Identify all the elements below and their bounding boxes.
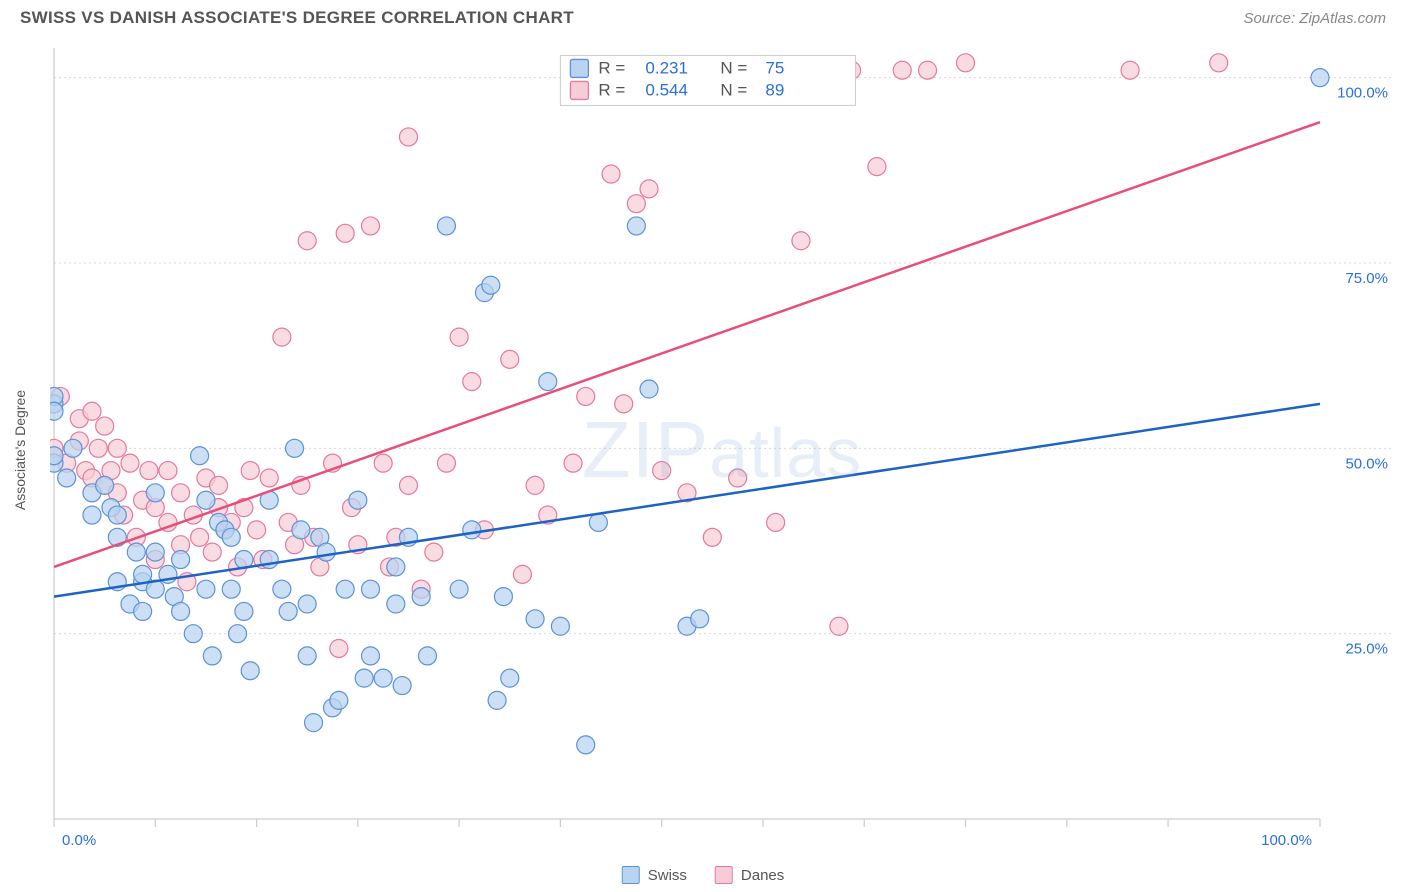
svg-text:R =: R = [598, 58, 625, 77]
legend-bottom: Swiss Danes [622, 866, 785, 884]
svg-text:75: 75 [765, 58, 784, 77]
legend-item-swiss: Swiss [622, 866, 687, 884]
svg-text:100.0%: 100.0% [1337, 85, 1388, 102]
source-label: Source: ZipAtlas.com [1243, 10, 1386, 27]
chart-container: Associate's Degree 25.0%50.0%75.0%100.0%… [50, 42, 1394, 857]
scatter-chart: 25.0% 50.0% 75.0% 100.0% 0.0% 100.0% R = 0.231 N… [50, 42, 1394, 857]
svg-text:N =: N = [720, 80, 747, 99]
svg-text:R =: R = [598, 80, 625, 99]
svg-text:50.0%: 50.0% [1345, 455, 1388, 472]
svg-text:0.544: 0.544 [645, 80, 688, 99]
svg-text:N =: N = [720, 58, 747, 77]
svg-text:0.231: 0.231 [645, 58, 688, 77]
legend-swatch-swiss [622, 866, 640, 884]
legend-label-danes: Danes [741, 867, 784, 884]
svg-text:25.0%: 25.0% [1345, 641, 1388, 658]
y-axis-label: Associate's Degree [12, 389, 28, 509]
legend-swatch-danes [715, 866, 733, 884]
legend-item-danes: Danes [715, 866, 784, 884]
svg-text:100.0%: 100.0% [1261, 832, 1312, 849]
svg-text:75.0%: 75.0% [1345, 270, 1388, 287]
svg-text:0.0%: 0.0% [62, 832, 96, 849]
legend-label-swiss: Swiss [648, 867, 687, 884]
chart-title: SWISS VS DANISH ASSOCIATE'S DEGREE CORRE… [20, 8, 574, 28]
svg-text:89: 89 [765, 80, 784, 99]
